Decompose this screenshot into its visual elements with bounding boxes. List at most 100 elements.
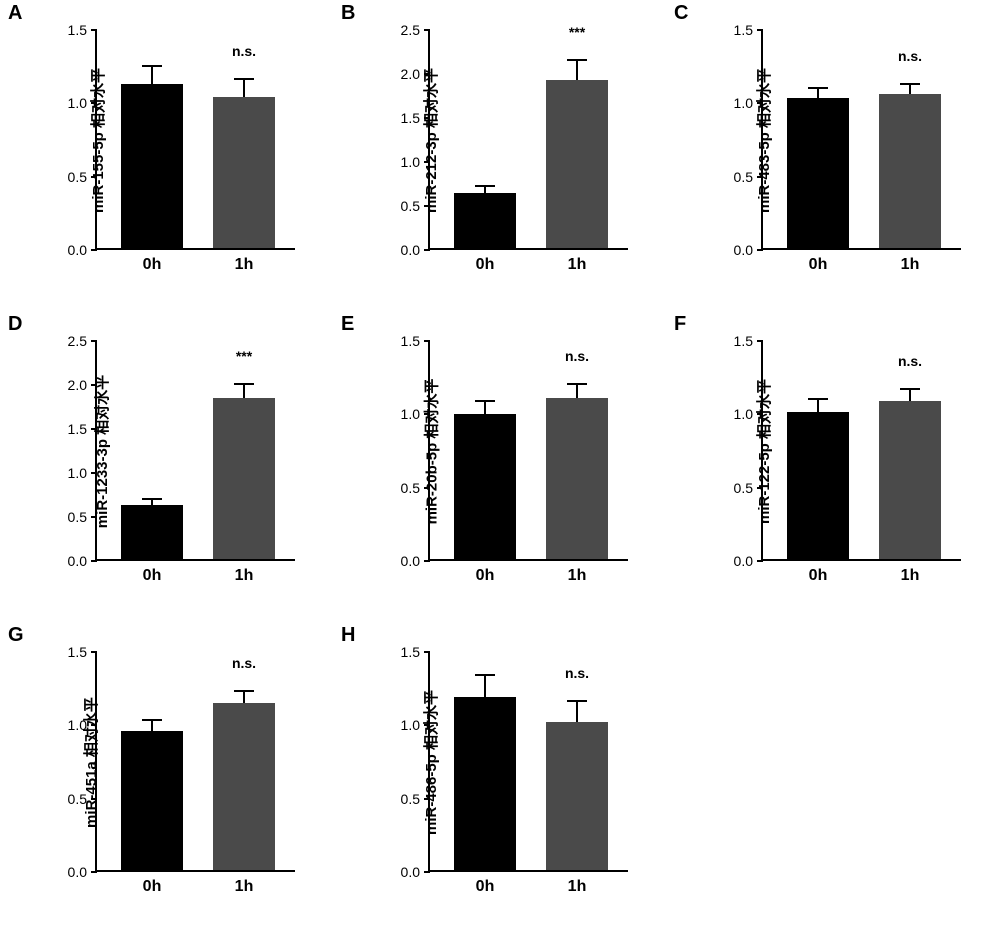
errorbar-cap xyxy=(808,87,828,89)
panel-label: A xyxy=(8,2,22,25)
errorbar-line xyxy=(817,399,819,412)
ytick-label: 1.5 xyxy=(68,421,87,437)
xtick-label: 1h xyxy=(235,878,254,896)
bar-0h xyxy=(121,84,183,248)
ytick xyxy=(91,871,97,873)
ytick-label: 0.5 xyxy=(734,169,753,185)
errorbar-line xyxy=(243,691,245,703)
panel-A: A0.00.51.01.50h1hn.s.miR-155-5p 相对水平 xyxy=(0,0,333,311)
significance-label: n.s. xyxy=(898,48,922,64)
ytick xyxy=(91,560,97,562)
errorbar-line xyxy=(576,384,578,397)
xtick-label: 0h xyxy=(476,878,495,896)
significance-label: *** xyxy=(569,24,585,40)
errorbar-line xyxy=(484,401,486,414)
bar-0h xyxy=(787,98,849,248)
bar-0h xyxy=(454,414,516,559)
panel-label: C xyxy=(674,2,688,25)
errorbar-cap xyxy=(567,383,587,385)
significance-label: n.s. xyxy=(565,665,589,681)
ytick-label: 1.5 xyxy=(401,110,420,126)
y-axis-label: miR-212-3p 相对水平 xyxy=(420,68,441,213)
ytick-label: 2.0 xyxy=(401,66,420,82)
errorbar-cap xyxy=(234,383,254,385)
panel-label: D xyxy=(8,313,22,336)
ytick-label: 0.0 xyxy=(401,242,420,258)
panel-D: D0.00.51.01.52.02.50h1h***miR-1233-3p 相对… xyxy=(0,311,333,622)
errorbar-line xyxy=(909,84,911,94)
bar-1h xyxy=(546,722,608,870)
plot-area: 0.00.51.01.50h1hn.s. xyxy=(95,30,295,250)
errorbar-cap xyxy=(900,83,920,85)
panel-label: B xyxy=(341,2,355,25)
errorbar-line xyxy=(817,88,819,98)
bar-1h xyxy=(879,94,941,248)
significance-label: n.s. xyxy=(232,43,256,59)
y-axis-label: miR-486-5p 相对水平 xyxy=(420,690,441,835)
ytick-label: 0.0 xyxy=(68,553,87,569)
panel-label: G xyxy=(8,624,24,647)
ytick-label: 0.5 xyxy=(68,169,87,185)
ytick-label: 0.0 xyxy=(68,864,87,880)
significance-label: n.s. xyxy=(898,353,922,369)
ytick-label: 0.0 xyxy=(401,864,420,880)
bar-0h xyxy=(121,505,183,559)
ytick-label: 1.0 xyxy=(401,717,420,733)
errorbar-line xyxy=(484,675,486,697)
ytick-label: 1.0 xyxy=(401,406,420,422)
errorbar-cap xyxy=(234,690,254,692)
bar-0h xyxy=(121,731,183,870)
errorbar-cap xyxy=(142,65,162,67)
ytick-label: 1.0 xyxy=(734,406,753,422)
errorbar-cap xyxy=(567,59,587,61)
plot-area: 0.00.51.01.50h1hn.s. xyxy=(95,652,295,872)
plot-area: 0.00.51.01.52.02.50h1h*** xyxy=(428,30,628,250)
ytick-label: 0.0 xyxy=(734,242,753,258)
errorbar-cap xyxy=(475,185,495,187)
errorbar-cap xyxy=(142,719,162,721)
ytick-label: 0.0 xyxy=(734,553,753,569)
bar-1h xyxy=(213,703,275,870)
errorbar-cap xyxy=(900,388,920,390)
panel-F: F0.00.51.01.50h1hn.s.miR-122-5p 相对水平 xyxy=(666,311,999,622)
ytick-label: 0.5 xyxy=(401,198,420,214)
ytick-label: 1.0 xyxy=(734,95,753,111)
ytick-label: 1.5 xyxy=(734,333,753,349)
ytick-label: 1.5 xyxy=(68,22,87,38)
ytick xyxy=(424,651,430,653)
ytick-label: 0.5 xyxy=(734,480,753,496)
ytick-label: 1.0 xyxy=(68,465,87,481)
errorbar-line xyxy=(243,384,245,398)
plot-area: 0.00.51.01.50h1hn.s. xyxy=(428,341,628,561)
ytick xyxy=(91,249,97,251)
errorbar-line xyxy=(243,79,245,97)
y-axis-label: miR-451a 相对水平 xyxy=(80,697,101,828)
ytick-label: 1.5 xyxy=(401,333,420,349)
errorbar-line xyxy=(484,186,486,193)
panel-label: F xyxy=(674,313,686,336)
xtick-label: 1h xyxy=(235,256,254,274)
errorbar-cap xyxy=(475,400,495,402)
significance-label: n.s. xyxy=(565,348,589,364)
xtick-label: 0h xyxy=(476,256,495,274)
panel-label: E xyxy=(341,313,354,336)
figure-container: A0.00.51.01.50h1hn.s.miR-155-5p 相对水平B0.0… xyxy=(0,0,1000,934)
ytick-label: 1.5 xyxy=(734,22,753,38)
ytick-label: 0.5 xyxy=(401,791,420,807)
ytick xyxy=(91,29,97,31)
plot-area: 0.00.51.01.50h1hn.s. xyxy=(761,341,961,561)
ytick-label: 0.5 xyxy=(68,509,87,525)
ytick xyxy=(757,29,763,31)
errorbar-line xyxy=(909,389,911,401)
ytick xyxy=(424,871,430,873)
ytick xyxy=(91,651,97,653)
plot-area: 0.00.51.01.52.02.50h1h*** xyxy=(95,341,295,561)
bar-0h xyxy=(454,697,516,870)
ytick xyxy=(424,249,430,251)
panel-G: G 0.00.51.01.50h1hn.s.miR-451a 相对水平 xyxy=(0,622,333,933)
ytick-label: 1.5 xyxy=(68,644,87,660)
ytick xyxy=(424,560,430,562)
errorbar-line xyxy=(151,720,153,730)
y-axis-label: miR-483-5p 相对水平 xyxy=(753,68,774,213)
bar-0h xyxy=(787,412,849,559)
